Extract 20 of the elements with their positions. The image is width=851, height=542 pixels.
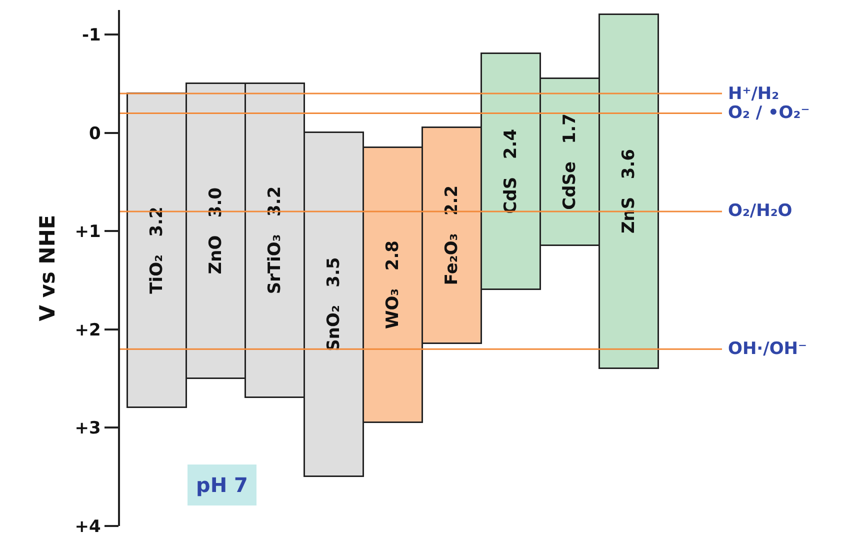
y-axis-title: V vs NHE: [35, 214, 60, 322]
category-label: CdS 2.4: [500, 128, 521, 214]
category-label: ZnS 3.6: [618, 148, 639, 234]
y-tick-label: -1: [82, 26, 101, 46]
category-label: CdSe 1.7: [560, 114, 580, 210]
annotation: pH 7: [196, 473, 248, 497]
ref-line-label: O₂/H₂O: [728, 201, 792, 221]
ref-line-label: OH·/OH⁻: [728, 339, 807, 359]
y-tick-label: 0: [89, 124, 102, 144]
category-label: Fe₂O₃ 2.2: [442, 185, 462, 286]
ref-line-label: O₂ / •O₂⁻: [728, 103, 810, 123]
category-label: ZnO 3.0: [206, 187, 226, 274]
category-label: WO₃ 2.8: [382, 240, 403, 330]
ref-line-label: H⁺/H₂: [728, 84, 780, 104]
category-label: SrTiO₃ 3.2: [264, 186, 285, 294]
y-tick-label: +1: [74, 222, 101, 242]
y-tick-label: +2: [74, 320, 101, 340]
y-tick-label: +4: [74, 516, 102, 537]
y-tick-label: +3: [74, 418, 101, 439]
category-label: SnO₂ 3.5: [324, 257, 344, 352]
